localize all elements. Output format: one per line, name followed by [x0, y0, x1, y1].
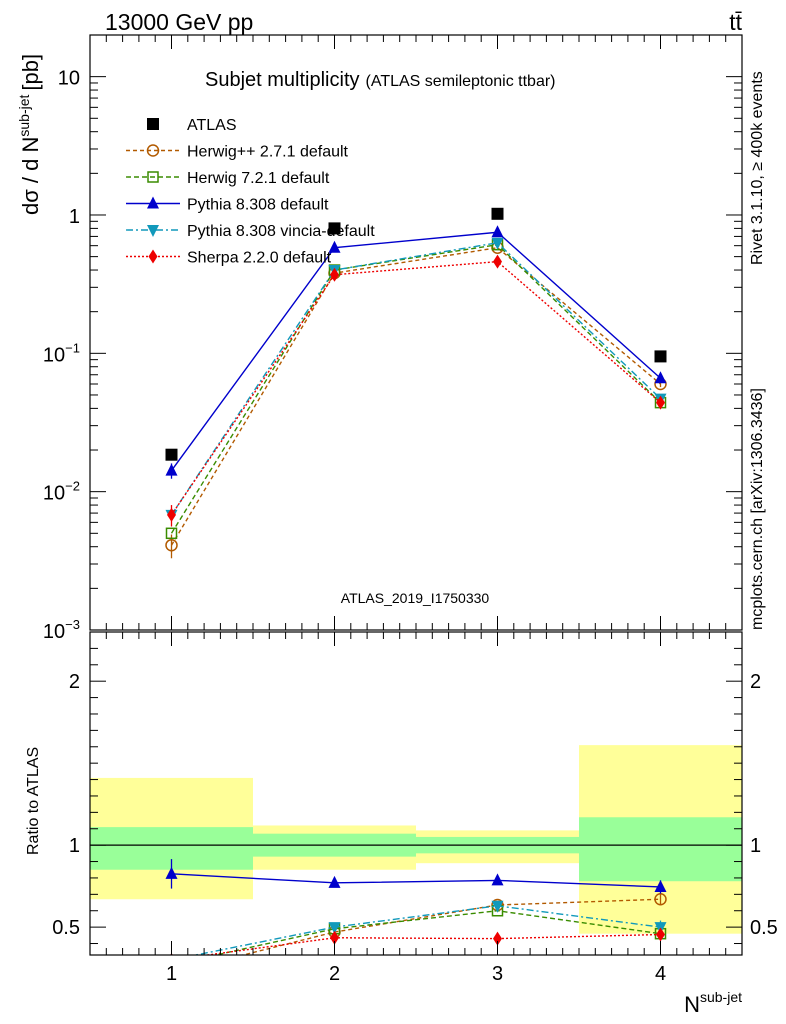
main-ytick-base-3: 10: [43, 344, 65, 366]
main-sherpa-line: [170, 260, 661, 516]
legend-marker-pythia: [147, 196, 159, 209]
plot-title: Subjet multiplicity (ATLAS semileptonic t…: [205, 69, 556, 91]
legend-marker-data: [147, 118, 159, 130]
main-ytick-base-4: 10: [43, 483, 65, 505]
ratio-panel: 1 2 3 4 0.5 0.5 1 1 2 2: [52, 631, 778, 985]
main-ylabel: dσ / d Nsub-jet [pb]: [16, 54, 43, 215]
main-ytick-label-2: 1: [69, 206, 80, 228]
main-pythia-point-1: [165, 463, 178, 476]
main-vincia-point-3: [491, 237, 504, 250]
main-ylabel-sup: sub-jet: [16, 94, 32, 136]
ratio-band-inner-4: [579, 817, 742, 882]
ratio-ytick-label-left-3: 2: [69, 671, 80, 693]
legend-label-sherpa: Sherpa 2.2.0 default: [187, 250, 332, 267]
legend-marker-vincia: [147, 225, 159, 237]
main-data-point-3: [491, 207, 504, 220]
ratio-ytick-label-right-2: 1: [750, 835, 761, 857]
legend-marker-herwig721: [147, 171, 159, 183]
ratio-xtick-label-1: 1: [166, 963, 177, 985]
main-ytick-label-1: 10: [58, 68, 80, 90]
ratio-ylabel: Ratio to ATLAS: [25, 747, 42, 855]
main-data-point-2: [328, 222, 341, 235]
main-pythia-point-4: [654, 371, 667, 384]
main-ylabel-unit: [pb]: [18, 54, 43, 91]
ratio-ytick-label-right-1: 0.5: [750, 917, 778, 939]
energy-label: 13000 GeV pp: [105, 9, 253, 35]
process-label: tt̄: [729, 9, 742, 35]
legend-label-herwig721: Herwig 7.2.1 default: [187, 170, 330, 187]
ratio-xtick-label-2: 2: [329, 963, 340, 985]
legend-label-herwig271: Herwig++ 2.7.1 default: [187, 144, 349, 161]
ratio-ytick-label-right-3: 2: [750, 671, 761, 693]
ratio-herwig721-line: [212, 910, 661, 955]
main-ytick-base-5: 10: [43, 621, 65, 643]
main-ytick-exp-3: −1: [65, 340, 80, 355]
ratio-vincia-point-2: [328, 922, 341, 935]
main-ytick-label-4: 10−2: [43, 479, 80, 505]
main-ytick-exp-4: −2: [65, 479, 80, 494]
main-sherpa-point-1: [167, 507, 176, 522]
main-pythia-line: [170, 231, 661, 472]
main-sherpa-point-3: [493, 254, 502, 269]
legend-label-pythia: Pythia 8.308 default: [187, 197, 329, 214]
ratio-vincia-point-3: [491, 900, 504, 913]
ratio-xlabel: Nsub-jet: [684, 989, 742, 1017]
main-pythia-point-2: [328, 240, 341, 253]
main-herwig721-point-1: [165, 527, 178, 540]
ratio-sherpa-line: [202, 933, 661, 955]
legend: ATLAS Herwig++ 2.7.1 default Herwig 7.2.1 …: [126, 117, 375, 267]
ratio-content: [90, 745, 742, 955]
ratio-xtick-label-3: 3: [492, 963, 503, 985]
ratio-sherpa-point-2: [330, 930, 339, 945]
main-pythia-point-3: [491, 225, 504, 238]
ratio-pythia-line: [171, 873, 661, 888]
main-ytick-base-2: 1: [69, 206, 80, 228]
ratio-xlabel-sup: sub-jet: [700, 989, 742, 1005]
main-sherpa-point-2: [330, 267, 339, 282]
analysis-id: ATLAS_2019_I1750330: [341, 590, 490, 606]
ratio-xlabel-text: N: [684, 992, 700, 1017]
main-data-point-1: [165, 448, 178, 461]
plot-title-main: Subjet multiplicity: [205, 69, 360, 91]
ratio-sherpa-point-4: [656, 927, 665, 942]
main-ytick-label-3: 10−1: [43, 340, 80, 366]
ratio-xtick-label-4: 4: [655, 963, 666, 985]
ratio-sherpa-point-3: [493, 931, 502, 946]
main-ytick-label-5: 10−3: [43, 617, 80, 643]
legend-label-vincia: Pythia 8.308 vincia-default: [187, 223, 375, 240]
rivet-label: Rivet 3.1.10, ≥ 400k events: [749, 71, 766, 265]
main-herwig271-line: [170, 246, 661, 546]
ratio-pythia-point-3: [491, 873, 504, 886]
main-ytick-exp-5: −3: [65, 617, 80, 632]
main-herwig271-point-1: [165, 538, 178, 552]
ratio-pythia-point-1: [165, 866, 178, 879]
ratio-ytick-label-left-2: 1: [69, 835, 80, 857]
legend-marker-herwig271: [146, 144, 160, 157]
mcplots-label: mcplots.cern.ch [arXiv:1306.3436]: [749, 388, 766, 630]
main-data-point-4: [654, 350, 667, 363]
main-ytick-base-1: 10: [58, 68, 80, 90]
plot-title-sub: (ATLAS semileptonic ttbar): [366, 73, 556, 90]
main-sherpa-point-4: [656, 395, 665, 410]
main-vincia-line: [170, 241, 661, 516]
legend-label-data: ATLAS: [187, 117, 237, 134]
ratio-ytick-label-left-1: 0.5: [52, 917, 80, 939]
ratio-pythia-point-4: [654, 879, 667, 892]
ratio-herwig271-point-4: [654, 893, 667, 906]
ratio-pythia-point-2: [328, 875, 341, 888]
main-ylabel-text: dσ / d N: [18, 137, 43, 215]
main-herwig721-line: [170, 243, 661, 534]
legend-marker-sherpa: [148, 249, 158, 264]
